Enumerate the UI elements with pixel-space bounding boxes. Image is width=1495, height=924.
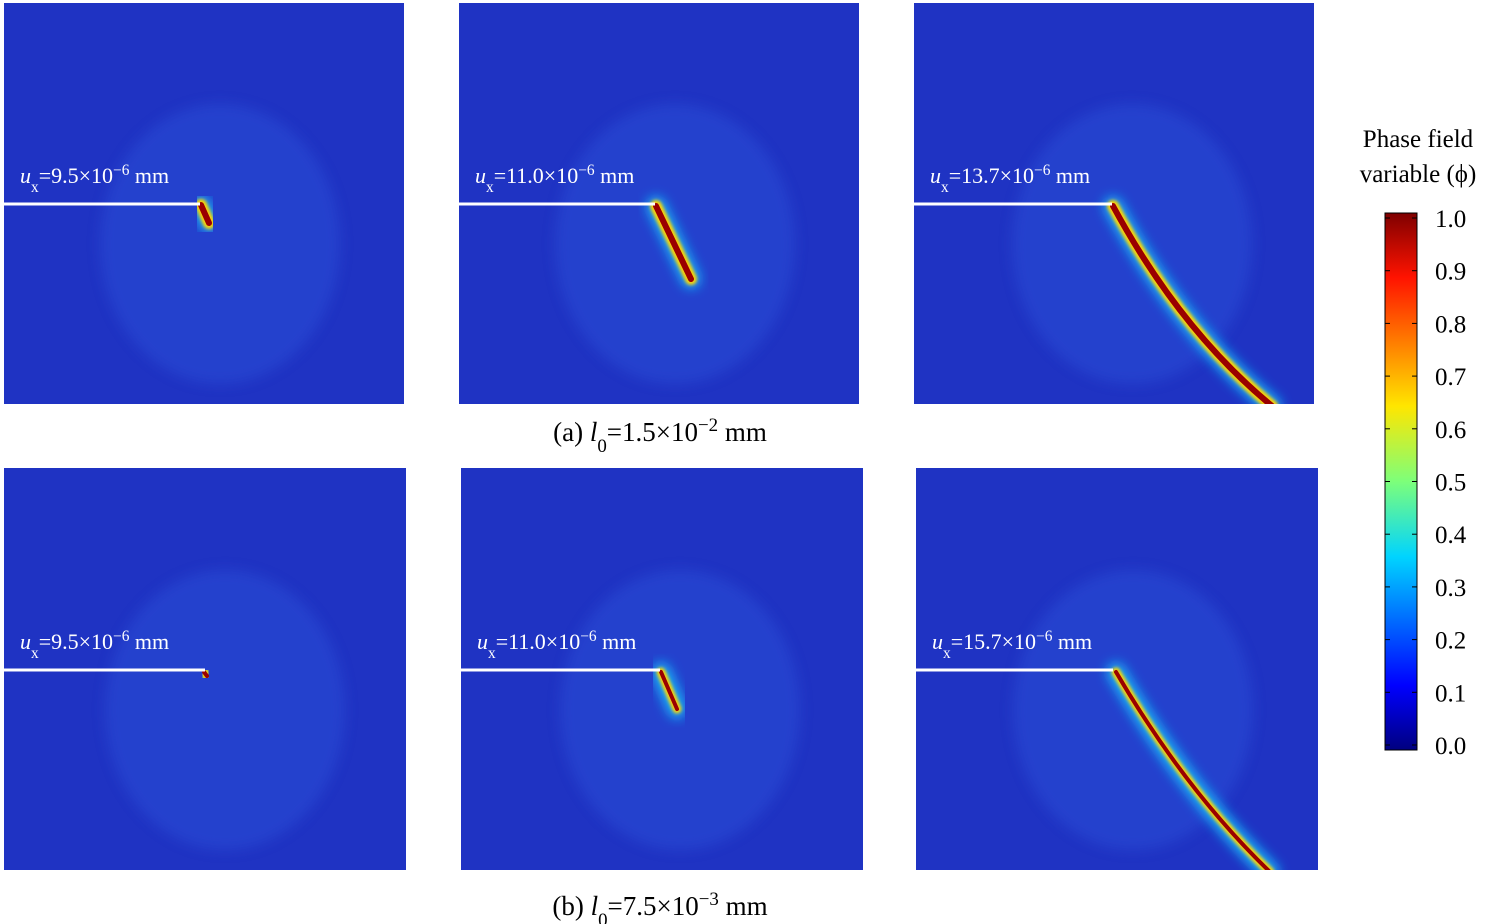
stress-glow xyxy=(100,104,340,384)
label-unit: mm xyxy=(718,417,767,447)
label: (b) l0=7.5×10−3 mm xyxy=(552,889,767,924)
crack-core xyxy=(653,203,694,282)
colorbar-tick-label: 0.2 xyxy=(1435,628,1466,655)
label-variable: l xyxy=(590,417,598,447)
label-unit: mm xyxy=(719,891,768,921)
label-subscript: x xyxy=(486,179,494,196)
colorbar xyxy=(1384,212,1418,751)
simulation-frame xyxy=(459,3,859,404)
label-mantissa: =13.7×10 xyxy=(949,163,1034,188)
crack-core xyxy=(202,670,209,678)
label-prefix: (b) xyxy=(552,891,590,921)
colorbar-tick-label: 1.0 xyxy=(1435,206,1466,233)
label-variable: u xyxy=(930,163,941,188)
colorbar-tick-label: 0.6 xyxy=(1435,417,1466,444)
colorbar-tick-label: 0.0 xyxy=(1435,733,1466,760)
label-exponent: −6 xyxy=(580,628,597,645)
label: ux=9.5×10−6 mm xyxy=(20,162,169,196)
simulation-frame xyxy=(914,3,1314,404)
label-subscript: x xyxy=(943,645,951,662)
crack-core xyxy=(1114,670,1271,870)
label-variable: l xyxy=(591,891,599,921)
label-exponent: −6 xyxy=(113,162,130,179)
label-variable: u xyxy=(477,629,488,654)
label-subscript: x xyxy=(31,179,39,196)
label-mantissa: =11.0×10 xyxy=(494,163,579,188)
label-exponent: −3 xyxy=(699,889,719,910)
label-mantissa: =15.7×10 xyxy=(951,629,1036,654)
label-mantissa: =11.0×10 xyxy=(496,629,581,654)
label-unit: mm xyxy=(597,629,637,654)
label: (a) l0=1.5×10−2 mm xyxy=(553,415,767,457)
label-unit: mm xyxy=(1052,629,1092,654)
simulation-frame xyxy=(4,3,404,404)
label: ux=11.0×10−6 mm xyxy=(475,162,634,196)
label-exponent: −6 xyxy=(1036,628,1053,645)
colorbar-tick-label: 0.4 xyxy=(1435,522,1467,549)
label-subscript: 0 xyxy=(598,910,607,924)
label: ux=15.7×10−6 mm xyxy=(932,628,1092,662)
colorbar-tick-label: 0.1 xyxy=(1435,680,1466,707)
label-variable: u xyxy=(475,163,486,188)
simulation-frame xyxy=(4,468,406,870)
label-mantissa: =1.5×10 xyxy=(607,417,698,447)
crack-core xyxy=(1110,203,1275,404)
label-unit: mm xyxy=(129,163,169,188)
label: ux=11.0×10−6 mm xyxy=(477,628,636,662)
label-mantissa: =9.5×10 xyxy=(39,629,113,654)
label-unit: mm xyxy=(595,163,635,188)
colorbar-tick-label: 0.7 xyxy=(1435,364,1466,391)
label-variable: u xyxy=(20,629,31,654)
label-unit: mm xyxy=(1050,163,1090,188)
label-prefix: (a) xyxy=(553,417,590,447)
label-subscript: x xyxy=(941,179,949,196)
crack-core xyxy=(198,202,212,226)
stress-glow xyxy=(105,570,345,850)
colorbar-tick-label: 0.5 xyxy=(1435,470,1466,497)
label-exponent: −6 xyxy=(578,162,595,179)
crack-core xyxy=(659,670,679,711)
label-mantissa: =7.5×10 xyxy=(608,891,699,921)
label-exponent: −6 xyxy=(1034,162,1051,179)
label: ux=13.7×10−6 mm xyxy=(930,162,1090,196)
colorbar-tick-label: 0.9 xyxy=(1435,259,1466,286)
colorbar-tick-label: 0.8 xyxy=(1435,311,1466,338)
colorbar-title: Phase field xyxy=(1363,126,1474,153)
label-exponent: −6 xyxy=(113,628,130,645)
colorbar-title: variable (ϕ) xyxy=(1360,161,1477,188)
simulation-frame xyxy=(461,468,863,870)
simulation-frame xyxy=(916,468,1318,870)
label-mantissa: =9.5×10 xyxy=(39,163,113,188)
label-variable: u xyxy=(20,163,31,188)
label-subscript: x xyxy=(488,645,496,662)
label-variable: u xyxy=(932,629,943,654)
label-exponent: −2 xyxy=(698,415,718,436)
label-subscript: 0 xyxy=(597,436,606,457)
label: ux=9.5×10−6 mm xyxy=(20,628,169,662)
colorbar-tick-label: 0.3 xyxy=(1435,575,1466,602)
label-unit: mm xyxy=(129,629,169,654)
label-subscript: x xyxy=(31,645,39,662)
